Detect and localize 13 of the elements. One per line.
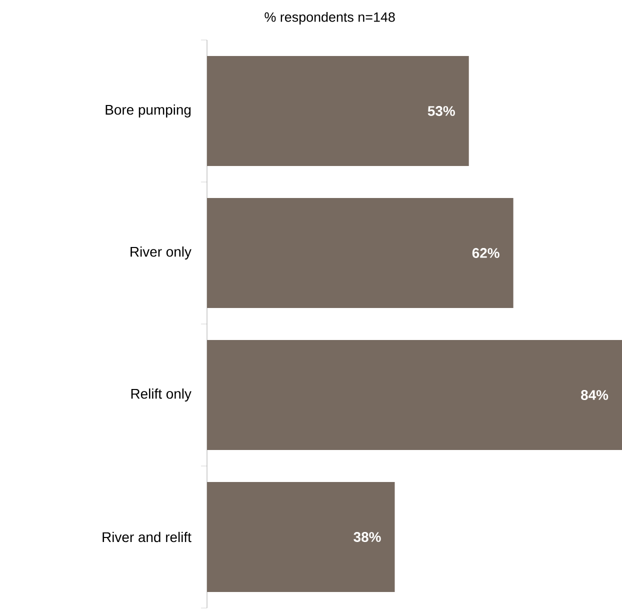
y-tick-label: River and relift	[102, 532, 192, 542]
data-label: 53%	[428, 106, 455, 116]
y-tick-label: Relift only	[131, 388, 192, 402]
bar	[207, 340, 622, 450]
bar	[207, 482, 395, 592]
y-tick-label: River only	[130, 246, 192, 260]
y-tick-label: Bore pumping	[106, 104, 191, 118]
data-label: 62%	[472, 248, 500, 258]
data-label: 84%	[581, 390, 608, 400]
chart-title: % respondents n=148	[264, 12, 395, 25]
data-label: 38%	[354, 532, 381, 542]
bar	[207, 198, 514, 308]
bar	[207, 56, 469, 166]
